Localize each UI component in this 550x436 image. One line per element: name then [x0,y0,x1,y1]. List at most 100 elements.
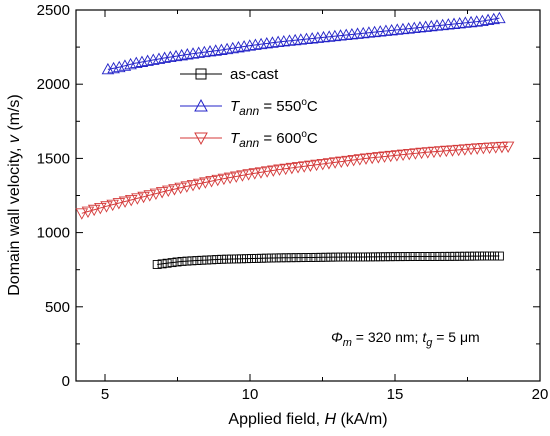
legend-550-sub: ann [239,104,259,118]
data-point [321,252,331,262]
data-point [273,164,286,176]
annotation: Φm = 320 nm; tg = 5 μm [331,329,480,349]
data-point [199,177,212,189]
data-point [361,252,370,262]
data-point [186,179,200,192]
data-point [464,143,478,156]
data-point [291,253,301,263]
data-point [212,255,222,264]
data-point [331,252,341,262]
data-point [81,206,95,218]
data-point [187,256,197,266]
data-point [489,251,499,261]
x-tick-label: 10 [242,386,259,403]
data-point [495,141,509,154]
data-point [246,254,256,263]
data-point [483,142,496,155]
data-point [351,252,361,262]
data-point [400,252,410,262]
data-point [445,251,455,261]
data-point [236,170,249,182]
data-point [347,155,360,167]
data-point [94,203,107,215]
data-point [276,253,286,263]
data-point [409,148,422,160]
x-axis-title-suffix: (kA/m) [336,411,388,428]
data-point [316,158,330,171]
data-point [458,144,472,156]
legend-550-unit: C [307,98,318,115]
data-point [425,252,435,261]
data-point [256,253,266,263]
y-tick-label: 2000 [37,76,70,93]
data-point [207,255,217,265]
data-point [435,251,445,261]
data-point [430,251,440,261]
data-point [396,149,410,162]
data-point [118,196,132,208]
legend-label-550: Tann = 550oC [230,97,318,118]
data-point [296,253,306,263]
data-point [365,152,379,165]
data-point [485,251,494,261]
legend-600-unit: C [307,130,318,147]
series-line [81,146,509,214]
data-point [384,150,397,163]
data-point [402,149,416,161]
series-0 [152,251,504,269]
data-point [385,252,395,262]
legend: as-cast Tann = 550oC Tann = 600oC [180,66,318,150]
data-point [375,252,385,262]
data-point [168,184,181,196]
series-line [157,255,500,266]
data-point [359,153,373,165]
data-point [415,147,428,160]
legend-item-550: Tann = 550oC [180,97,318,118]
series-layer [75,11,515,269]
data-point [157,259,167,269]
data-point [222,254,232,264]
data-point [285,162,299,175]
data-point [124,57,137,70]
data-point [470,143,484,155]
data-point [137,191,150,204]
data-point [341,155,354,168]
x-tick-label: 5 [101,386,109,403]
data-point [465,251,475,261]
data-point [172,257,182,267]
data-point [480,251,489,261]
data-point [316,252,326,262]
series-2 [75,141,515,220]
legend-item-600: Tann = 600oC [180,129,318,150]
data-point [310,159,323,172]
data-point [232,254,242,264]
data-point [112,198,126,210]
x-axis-title-var: H [324,411,336,428]
data-point [366,252,375,262]
data-point [266,253,276,263]
y-axis-title: Domain wall velocity, v (m/s) [6,94,23,296]
x-axis-title-prefix: Applied field, [228,411,324,428]
data-point [174,182,187,195]
data-point [124,194,138,207]
data-point [452,144,465,157]
y-axis-title-prefix: Domain wall velocity, [6,143,23,296]
legend-label-as-cast: as-cast [230,66,279,83]
data-point [229,171,243,183]
data-point [261,253,271,263]
y-tick-label: 0 [62,373,70,390]
data-point [227,254,237,264]
x-tick-label: 20 [532,386,549,403]
data-point [100,201,113,213]
data-point [501,141,515,153]
data-point [162,258,172,268]
data-point [346,252,356,262]
y-tick-label: 1000 [37,225,70,242]
data-point [455,251,465,261]
legend-marker-square-icon [195,68,207,80]
annotation-t-sub: g [426,337,433,349]
legend-600-var: T [230,130,241,147]
data-point [341,252,351,262]
data-point [477,142,490,155]
data-point [475,251,485,261]
